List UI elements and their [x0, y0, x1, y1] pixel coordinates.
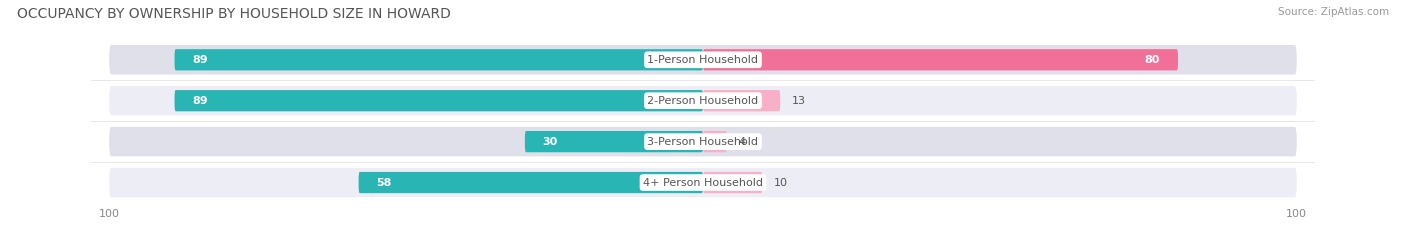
Text: 58: 58	[377, 178, 392, 188]
FancyBboxPatch shape	[703, 49, 1178, 70]
FancyBboxPatch shape	[174, 49, 703, 70]
FancyBboxPatch shape	[359, 172, 703, 193]
Text: 4: 4	[738, 137, 745, 147]
FancyBboxPatch shape	[174, 90, 703, 111]
FancyBboxPatch shape	[110, 86, 1296, 115]
FancyBboxPatch shape	[703, 172, 762, 193]
Text: 89: 89	[193, 55, 208, 65]
Text: Source: ZipAtlas.com: Source: ZipAtlas.com	[1278, 7, 1389, 17]
Text: 2-Person Household: 2-Person Household	[647, 96, 759, 106]
FancyBboxPatch shape	[110, 127, 1296, 156]
Text: 4+ Person Household: 4+ Person Household	[643, 178, 763, 188]
FancyBboxPatch shape	[524, 131, 703, 152]
Text: OCCUPANCY BY OWNERSHIP BY HOUSEHOLD SIZE IN HOWARD: OCCUPANCY BY OWNERSHIP BY HOUSEHOLD SIZE…	[17, 7, 451, 21]
FancyBboxPatch shape	[703, 90, 780, 111]
Text: 3-Person Household: 3-Person Household	[648, 137, 758, 147]
Text: 10: 10	[775, 178, 789, 188]
Text: 80: 80	[1144, 55, 1160, 65]
Text: 89: 89	[193, 96, 208, 106]
Text: 13: 13	[792, 96, 806, 106]
FancyBboxPatch shape	[110, 45, 1296, 75]
Text: 1-Person Household: 1-Person Household	[648, 55, 758, 65]
FancyBboxPatch shape	[110, 168, 1296, 197]
Text: 30: 30	[543, 137, 558, 147]
FancyBboxPatch shape	[703, 131, 727, 152]
